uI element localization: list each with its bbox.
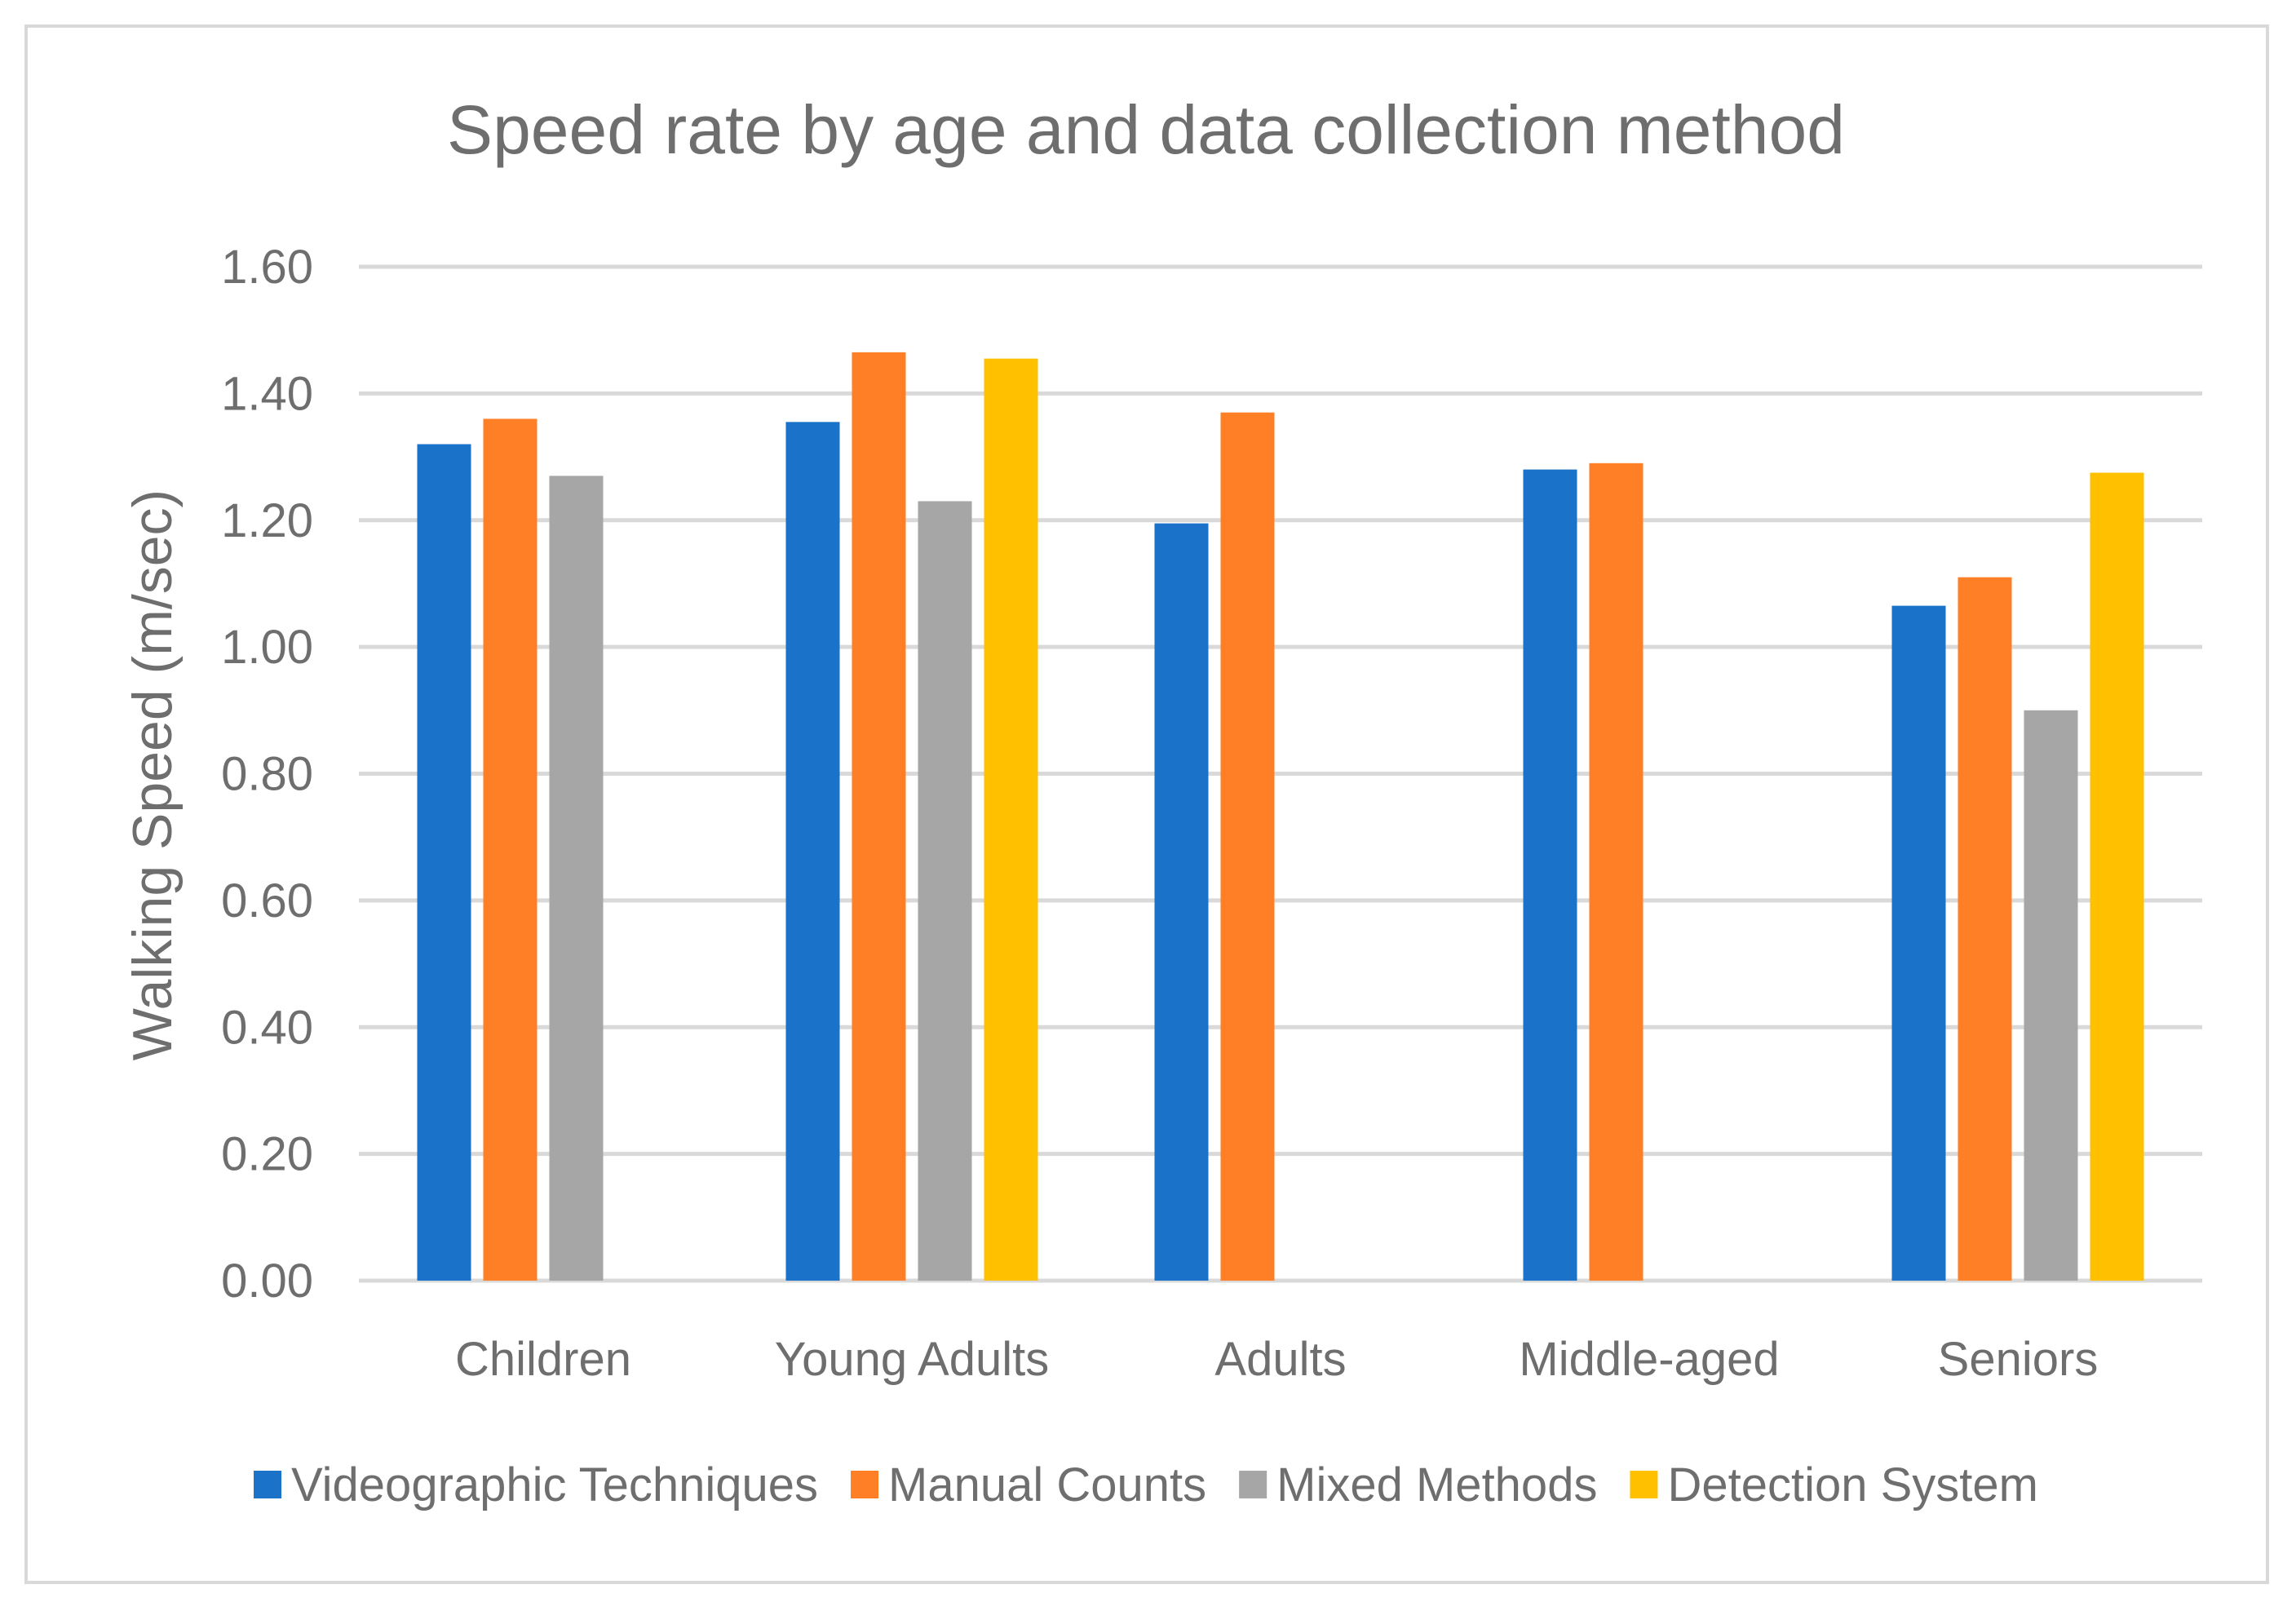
legend-swatch xyxy=(1239,1471,1267,1498)
legend-label: Mixed Methods xyxy=(1276,1458,1597,1511)
y-axis-ticks: 0.00 0.20 0.40 0.60 0.80 1.00 1.20 1.40 1.60 xyxy=(221,241,313,1308)
bar-seniors-manual-counts xyxy=(1958,577,2012,1281)
legend-swatch xyxy=(1630,1471,1658,1498)
legend-item: Manual Counts xyxy=(851,1458,1206,1511)
y-tick-label: 1.20 xyxy=(221,494,313,547)
y-tick-label: 1.60 xyxy=(221,241,313,294)
bar-young-adults-videographic-techniques xyxy=(785,422,840,1281)
bar-young-adults-mixed-methods xyxy=(918,501,972,1281)
bar-middle-aged-videographic-techniques xyxy=(1523,469,1577,1281)
x-axis-ticks: Children Young Adults Adults Middle-aged Sen… xyxy=(455,1333,2098,1386)
chart-title: Speed rate by age and data collection me… xyxy=(447,91,1845,168)
x-tick-label: Young Adults xyxy=(775,1333,1050,1386)
legend-item: Mixed Methods xyxy=(1239,1458,1597,1511)
x-tick-label: Seniors xyxy=(1938,1333,2099,1386)
y-axis-title: Walking Speed (m/sec) xyxy=(122,489,184,1060)
x-tick-label: Adults xyxy=(1214,1333,1346,1386)
y-tick-label: 1.00 xyxy=(221,621,313,674)
bar-children-videographic-techniques xyxy=(417,444,471,1281)
bar-seniors-videographic-techniques xyxy=(1891,605,1946,1281)
y-tick-label: 0.40 xyxy=(221,1001,313,1054)
y-tick-label: 0.80 xyxy=(221,748,313,801)
legend-label: Detection System xyxy=(1667,1458,2038,1511)
legend-item: Detection System xyxy=(1630,1458,2038,1511)
legend-label: Manual Counts xyxy=(888,1458,1206,1511)
y-tick-label: 0.00 xyxy=(221,1255,313,1308)
bar-young-adults-detection-system xyxy=(984,358,1038,1281)
y-tick-label: 0.20 xyxy=(221,1128,313,1181)
bar-young-adults-manual-counts xyxy=(852,352,906,1281)
x-tick-label: Children xyxy=(455,1333,631,1386)
legend-label: Videographic Techniques xyxy=(291,1458,818,1511)
bar-middle-aged-manual-counts xyxy=(1589,462,1643,1281)
bar-children-mixed-methods xyxy=(549,476,604,1281)
legend-item: Videographic Techniques xyxy=(254,1458,818,1511)
bar-adults-manual-counts xyxy=(1220,412,1275,1281)
bar-adults-videographic-techniques xyxy=(1154,523,1209,1281)
legend: Videographic Techniques Manual Counts Mixe… xyxy=(254,1458,2038,1511)
y-tick-label: 1.40 xyxy=(221,367,313,420)
legend-swatch xyxy=(254,1471,282,1498)
bars xyxy=(417,352,2144,1281)
bar-children-manual-counts xyxy=(483,418,538,1281)
y-tick-label: 0.60 xyxy=(221,874,313,927)
legend-swatch xyxy=(851,1471,879,1498)
bar-seniors-mixed-methods xyxy=(2024,710,2078,1281)
x-tick-label: Middle-aged xyxy=(1519,1333,1779,1386)
bar-seniors-detection-system xyxy=(2090,472,2144,1281)
